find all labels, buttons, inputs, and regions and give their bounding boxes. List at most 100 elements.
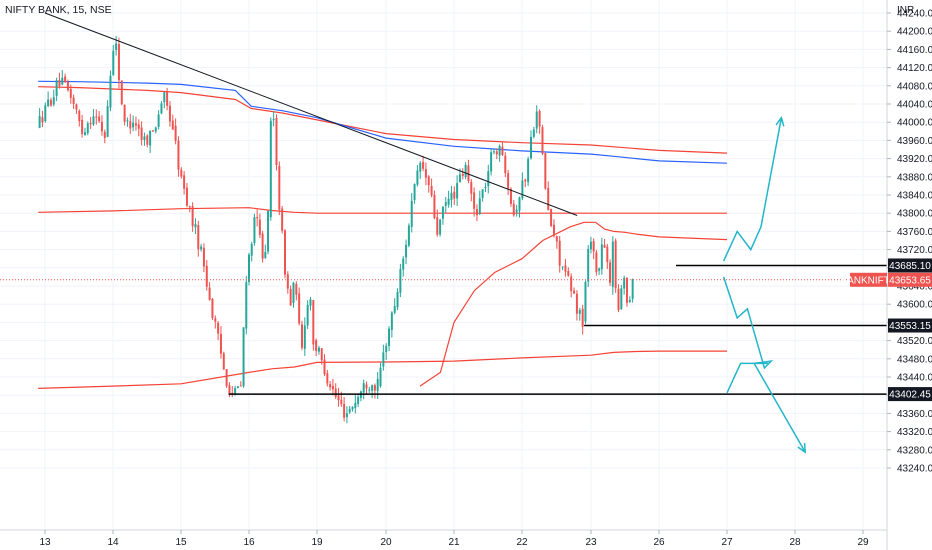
candle-body — [467, 165, 470, 182]
candle-body — [140, 127, 143, 140]
candle-body — [365, 384, 368, 389]
candle-body — [475, 209, 478, 216]
price-tick-label: 44240.00 — [897, 9, 932, 20]
candle-body — [371, 385, 374, 391]
level-price-label: 43402.45 — [889, 390, 931, 401]
candle-body — [584, 282, 587, 322]
candle-body — [137, 124, 140, 129]
candle-body — [261, 233, 264, 259]
candle-body — [44, 105, 47, 122]
price-tick-label: 44160.00 — [897, 45, 932, 56]
price-axis[interactable]: 44240.00 44200.00 44160.00 44120.00 44080.00… — [887, 9, 932, 475]
time-tick-label: 26 — [653, 537, 665, 548]
candle-body — [495, 151, 498, 155]
candle-body — [631, 278, 634, 299]
candle-body — [473, 192, 476, 209]
candle-body — [171, 120, 174, 130]
candle-body — [134, 123, 137, 126]
candle-body — [222, 353, 225, 370]
candle-body — [61, 77, 64, 85]
candle-body — [66, 81, 69, 91]
moving-average-line — [38, 86, 728, 154]
candles — [38, 35, 634, 424]
candle-body — [234, 388, 237, 394]
candle-body — [578, 309, 581, 314]
candle-body — [512, 203, 515, 216]
candle-body — [507, 173, 510, 189]
candle-body — [611, 241, 614, 287]
candle-body — [303, 325, 306, 349]
candle-body — [151, 130, 154, 132]
candle-body — [529, 136, 532, 159]
price-tick-label: 43800.00 — [897, 209, 932, 220]
candle-body — [547, 187, 550, 210]
candle-body — [504, 155, 507, 174]
candle-body — [625, 277, 628, 303]
time-tick-label: 22 — [516, 537, 528, 548]
candle-body — [320, 348, 323, 361]
projection-arrows — [722, 116, 807, 454]
candle-body — [515, 209, 518, 212]
price-tick-label: 43760.00 — [897, 227, 932, 238]
candle-body — [248, 254, 250, 282]
candle-body — [573, 290, 576, 294]
price-tick-label: 43320.00 — [897, 427, 932, 438]
price-tick-label: 43600.00 — [897, 300, 932, 311]
candle-body — [256, 217, 259, 219]
candle-body — [197, 224, 200, 250]
candle-body — [407, 225, 410, 246]
level-price-label: 43553.15 — [889, 321, 931, 332]
candle-body — [396, 291, 399, 308]
candle-body — [239, 385, 242, 387]
candle-body — [555, 236, 558, 242]
candle-body — [501, 146, 504, 155]
candle-body — [228, 385, 231, 394]
candle-body — [92, 116, 95, 125]
candle-body — [558, 240, 561, 266]
grid — [0, 0, 887, 530]
candle-body — [317, 347, 320, 352]
candle-body — [174, 125, 177, 141]
candle-body — [103, 131, 106, 138]
chart-title: NIFTY BANK, 15, NSE — [5, 4, 112, 16]
candle-body — [368, 389, 371, 391]
candle-body — [295, 283, 298, 295]
candle-body — [258, 219, 261, 235]
candle-body — [69, 88, 72, 98]
symbol-box — [850, 272, 887, 287]
trendline — [44, 12, 578, 216]
candle-body — [487, 171, 490, 187]
candle-body — [58, 80, 61, 86]
candle-body — [509, 188, 512, 204]
level-price-box — [888, 318, 932, 333]
currency-label: INR — [897, 5, 914, 16]
candle-body — [399, 269, 402, 293]
candle-body — [64, 76, 67, 83]
candle-body — [100, 121, 103, 132]
candle-body — [177, 140, 180, 170]
candle-body — [312, 300, 315, 345]
candle-body — [323, 359, 326, 375]
candle-body — [95, 116, 98, 118]
candle-body — [478, 198, 481, 214]
projection-arrowhead — [797, 443, 807, 454]
candle-body — [498, 146, 501, 156]
candle-body — [52, 97, 55, 105]
candle-body — [620, 288, 623, 310]
price-tick-label: 43920.00 — [897, 154, 932, 165]
candle-body — [388, 328, 391, 347]
candle-body — [109, 75, 112, 108]
time-axis[interactable]: 13 14 15 16 19 20 21 22 23 26 27 28 29 — [39, 530, 869, 548]
candle-body — [362, 383, 365, 393]
candle-body — [402, 258, 405, 270]
candle-body — [160, 103, 163, 114]
candle-body — [200, 246, 203, 250]
candle-body — [202, 247, 205, 267]
candle-body — [470, 181, 473, 194]
candle-body — [49, 99, 52, 106]
candle-body — [149, 130, 152, 146]
candle-body — [357, 396, 360, 404]
candle-body — [592, 241, 595, 252]
candle-body — [603, 244, 606, 248]
